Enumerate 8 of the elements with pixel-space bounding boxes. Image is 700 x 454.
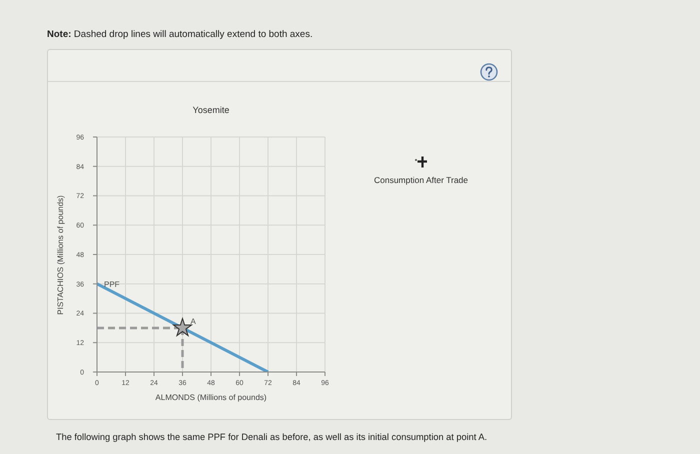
y-axis-title: PISTACHIOS (Millions of pounds) bbox=[56, 194, 65, 314]
text: The following graph shows the same PPF for Denali as before, as well as its initial consumption at point A. bbox=[56, 432, 488, 442]
chart-title: Yosemite bbox=[192, 105, 230, 115]
text: Note: Dashed drop lines will automatically extend to both axes. bbox=[47, 29, 313, 40]
series-label: A bbox=[190, 316, 196, 326]
x-axis-title: ALMONDS (Millions of pounds) bbox=[155, 393, 267, 402]
text: Consumption After Trade bbox=[374, 175, 468, 185]
series-label: PPF bbox=[104, 280, 120, 289]
